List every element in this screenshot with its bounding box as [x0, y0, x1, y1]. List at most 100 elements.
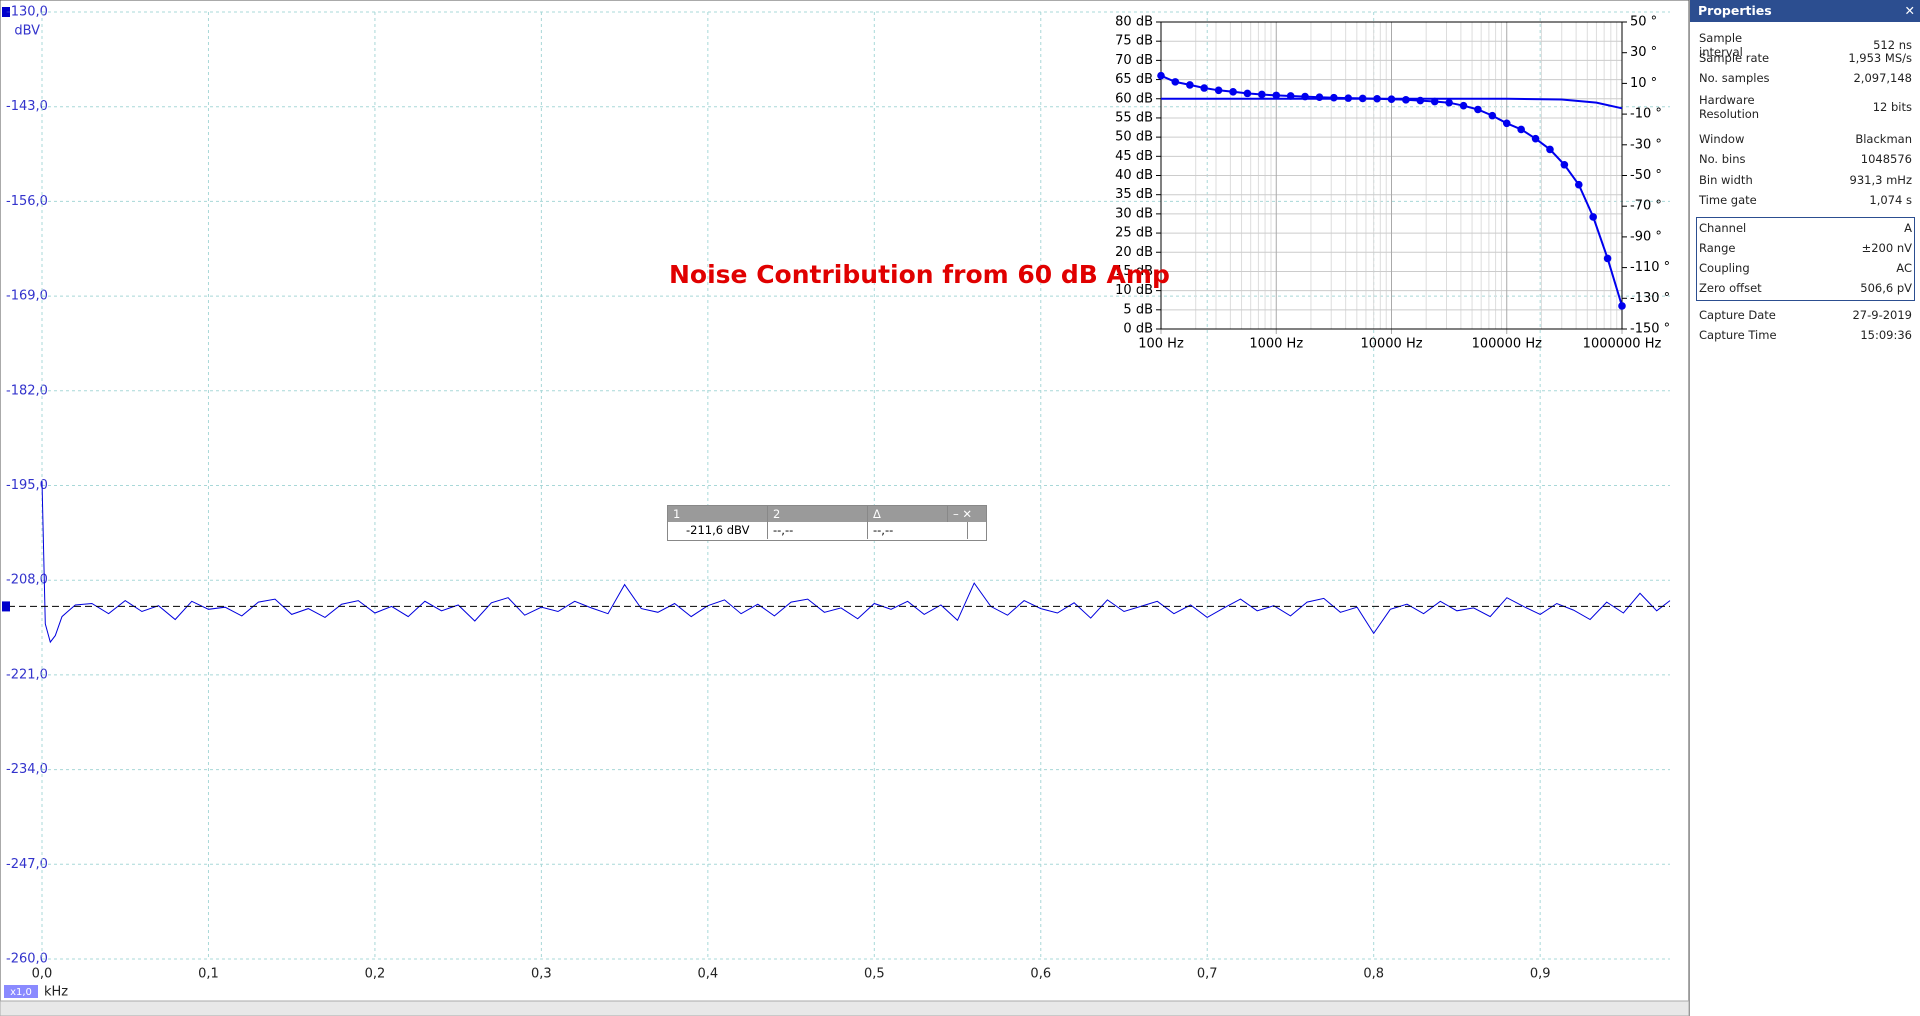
x-tick-label: 0,2 [365, 967, 386, 982]
ruler-close[interactable]: – ✕ [953, 507, 973, 521]
point [1186, 81, 1194, 89]
ruler-cell: --,-- [868, 522, 968, 539]
panel-close[interactable]: ✕ [1904, 3, 1915, 18]
y-tick-label: 50 dB [1115, 130, 1153, 145]
y-tick-label: 65 dB [1115, 72, 1153, 87]
x-tick-label: 0,8 [1363, 967, 1384, 982]
property-value: 512 ns [1873, 38, 1912, 52]
properties-panel: Properties ✕ Sample interval 512 ns Sample … [1689, 0, 1920, 1016]
property-label: Time gate [1699, 193, 1757, 207]
y-tick-label: -130,0 [6, 5, 48, 20]
y2-tick-label: -90 ° [1630, 229, 1662, 244]
y-tick-label: 10 dB [1115, 283, 1153, 298]
point [1243, 89, 1252, 98]
y2-tick-label: 30 ° [1630, 45, 1657, 60]
property-value: 27-9-2019 [1852, 308, 1912, 322]
y-tick-label: -143,0 [6, 99, 48, 114]
channel-box [1696, 217, 1915, 301]
point [1387, 95, 1396, 104]
point [1459, 101, 1468, 110]
y-tick-label: -221,0 [6, 667, 48, 682]
point [1301, 92, 1309, 101]
property-row: Capture Date 27-9-2019 [1699, 308, 1912, 322]
x-tick-label: 1000 Hz [1249, 337, 1303, 352]
property-value: ±200 nV [1861, 241, 1912, 255]
y2-tick-label: -110 ° [1630, 260, 1670, 275]
zoom-label: x1,0 [10, 987, 32, 998]
y-tick-label: 60 dB [1115, 91, 1153, 106]
channel-marker[interactable] [2, 7, 10, 17]
point [1402, 96, 1410, 104]
property-value: Blackman [1855, 132, 1912, 146]
property-label: Sample interval [1699, 31, 1743, 59]
x-tick-label: 1000000 Hz [1583, 337, 1662, 352]
point [1373, 94, 1381, 103]
x-tick-label: 0,1 [198, 967, 219, 982]
y-tick-label: -247,0 [6, 857, 48, 872]
y-tick-label: 80 dB [1115, 15, 1153, 30]
ruler-handle[interactable] [2, 601, 10, 612]
property-row: Time gate 1,074 s [1699, 193, 1912, 207]
x-tick-label: 0,3 [531, 967, 552, 982]
y-tick-label: 25 dB [1115, 226, 1153, 241]
property-label: Capture Date [1699, 308, 1776, 322]
y-tick-label: -156,0 [6, 194, 48, 209]
plot-frame [1160, 21, 1623, 330]
point [1416, 96, 1425, 105]
ruler-head: 1 [668, 506, 768, 522]
point [1574, 180, 1583, 189]
ruler-header: 1 2 Δ – ✕ [668, 506, 986, 522]
ruler-head: 2 [768, 506, 868, 522]
y2-tick-label: -50 ° [1630, 168, 1662, 183]
property-label: Sample rate [1699, 51, 1770, 65]
property-row: Hardware Resolution 12 bits [1699, 93, 1912, 121]
property-label: Window [1699, 132, 1745, 146]
y2-tick-label: -30 ° [1630, 137, 1662, 152]
point [1286, 92, 1295, 100]
x-tick-label: 0,0 [32, 967, 53, 982]
property-row: Channel A [1699, 221, 1912, 235]
panel-title: Properties [1698, 3, 1772, 18]
property-value: 1,953 MS/s [1848, 51, 1912, 65]
zoom-badge[interactable] [4, 985, 38, 998]
property-value: 12 bits [1872, 100, 1912, 114]
x-tick-label: 0,6 [1030, 967, 1051, 982]
scrollbar[interactable] [0, 1000, 1690, 1016]
ruler-table[interactable]: 1 2 Δ – ✕ -211,6 dBV --,-- --,-- [667, 505, 987, 541]
property-row: No. samples 2,097,148 [1699, 71, 1912, 85]
point [1229, 88, 1237, 96]
property-label: Capture Time [1699, 328, 1777, 342]
y2-tick-label: 10 ° [1630, 76, 1657, 91]
x-tick-label: 0,5 [864, 967, 885, 982]
y-tick-label: 45 dB [1115, 149, 1153, 164]
y2-tick-label: -70 ° [1630, 199, 1662, 214]
y-unit: dBV [14, 24, 40, 39]
y2-tick-label: -150 ° [1630, 322, 1670, 337]
point [1272, 91, 1281, 100]
y-tick-label: -208,0 [6, 573, 48, 588]
property-value: 15:09:36 [1860, 328, 1912, 342]
property-label: No. bins [1699, 152, 1746, 166]
y2-tick-label: -130 ° [1630, 291, 1670, 306]
property-label: Channel [1699, 221, 1747, 235]
property-label: Range [1699, 241, 1736, 255]
property-row: Sample interval 512 ns [1699, 31, 1912, 59]
property-value: 1,074 s [1869, 193, 1912, 207]
y-tick-label: -169,0 [6, 289, 48, 304]
y-tick-label: 70 dB [1115, 53, 1153, 68]
point [1214, 86, 1223, 95]
property-value: 1048576 [1860, 152, 1912, 166]
bode-backdrop [1102, 10, 1672, 358]
ruler-head: Δ [868, 506, 948, 522]
point [1531, 134, 1540, 143]
property-row: Capture Time 15:09:36 [1699, 328, 1912, 342]
point [1546, 145, 1554, 154]
property-row: Zero offset 506,6 pV [1699, 281, 1912, 295]
property-row: Bin width 931,3 mHz [1699, 173, 1912, 187]
x-unit: kHz [44, 985, 68, 1000]
point [1157, 71, 1165, 80]
point [1258, 90, 1266, 99]
property-label: No. samples [1699, 71, 1770, 85]
property-label: Coupling [1699, 261, 1750, 275]
